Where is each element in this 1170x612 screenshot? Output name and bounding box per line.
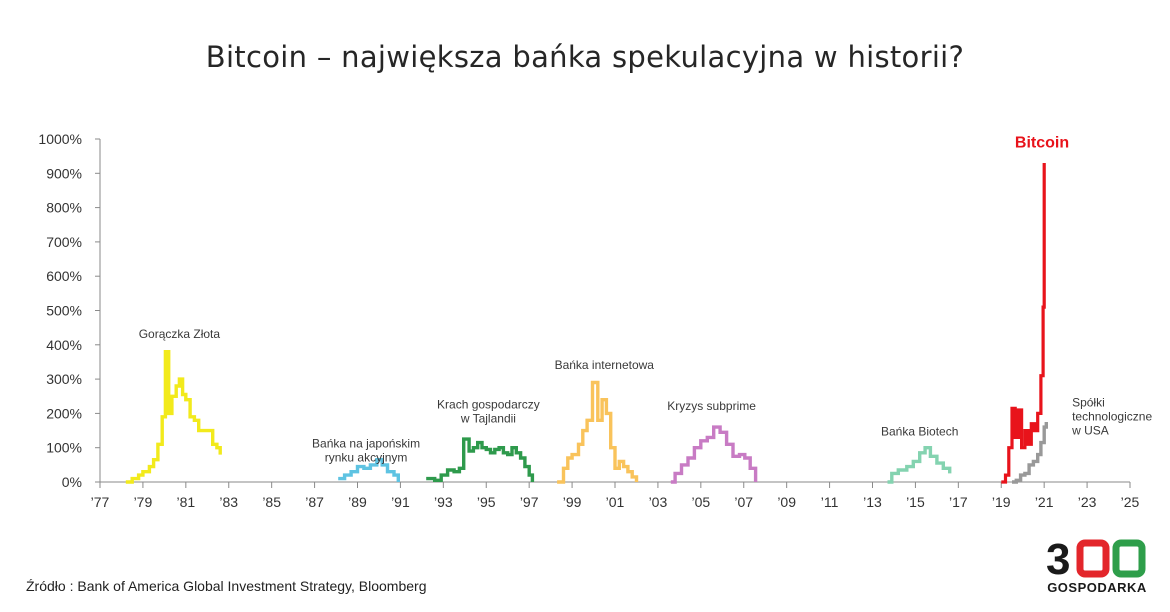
series-label-line: rynku akcyjnym <box>325 451 408 465</box>
y-tick-label: 400% <box>46 337 82 353</box>
source-note: Źródło : Bank of America Global Investme… <box>26 578 427 594</box>
y-tick-label: 700% <box>46 234 82 250</box>
x-tick-label: ’07 <box>734 494 753 510</box>
x-tick-label: ’95 <box>477 494 496 510</box>
x-tick-label: ’93 <box>434 494 453 510</box>
y-tick-label: 100% <box>46 440 82 456</box>
x-tick-label: ’23 <box>1078 494 1097 510</box>
series-label-line: Bańka na japońskim <box>312 437 420 451</box>
x-tick-label: ’77 <box>91 494 110 510</box>
axes: 0% 100% 200% 300% 400% 500% 600% 700% 800% 900% 10… <box>38 131 1139 510</box>
series-line-2 <box>426 437 535 482</box>
series-label-7: Bitcoin <box>1015 135 1069 152</box>
logo-300-gospodarka: 3 GOSPODARKA <box>1046 536 1150 598</box>
y-tick-label: 600% <box>46 268 82 284</box>
y-tick-label: 500% <box>46 303 82 319</box>
x-tick-label: ’15 <box>906 494 925 510</box>
series-label-line: Krach gospodarczy <box>437 397 540 411</box>
x-tick-label: ’17 <box>949 494 968 510</box>
x-tick-label: ’91 <box>391 494 410 510</box>
series-line-4 <box>670 425 758 484</box>
series-line-5 <box>887 446 952 484</box>
x-tick-label: ’97 <box>520 494 539 510</box>
series-label-0: Gorączka Złota <box>139 327 221 341</box>
series-line-0 <box>125 350 222 484</box>
page-title: Bitcoin – największa bańka spekulacyjna … <box>205 40 965 74</box>
x-tick-label: ’05 <box>691 494 710 510</box>
logo-digit-0-red <box>1076 539 1110 578</box>
x-tick-label: ’01 <box>606 494 625 510</box>
series-labels: Gorączka Złota Bańka na japońskim rynku ak… <box>139 135 1153 465</box>
logo-mark: 3 <box>1046 536 1146 580</box>
series-line-7 <box>1001 163 1046 484</box>
y-tick-label: 900% <box>46 165 82 181</box>
series-line-6 <box>1012 422 1048 484</box>
logo-subtext: GOSPODARKA <box>1047 580 1147 595</box>
series-line-1 <box>338 458 400 482</box>
x-tick-label: ’83 <box>219 494 238 510</box>
logo-digit-3: 3 <box>1046 536 1070 580</box>
y-tick-label: 1000% <box>38 131 82 147</box>
x-tick-label: ’81 <box>176 494 195 510</box>
x-tick-label: ’99 <box>563 494 582 510</box>
x-tick-label: ’19 <box>992 494 1011 510</box>
series-label-line: Spółki <box>1072 396 1105 410</box>
x-tick-label: ’21 <box>1035 494 1054 510</box>
y-tick-label: 300% <box>46 371 82 387</box>
series-label-line: w USA <box>1071 424 1109 438</box>
x-tick-label: ’89 <box>348 494 367 510</box>
y-tick-label: 800% <box>46 200 82 216</box>
series-label-line: technologiczne <box>1072 410 1152 424</box>
y-tick-label: 0% <box>62 474 82 490</box>
series-label-5: Bańka Biotech <box>881 425 958 439</box>
x-tick-label: ’03 <box>649 494 668 510</box>
x-tick-label: ’25 <box>1121 494 1140 510</box>
series-label-1: Bańka na japońskim rynku akcyjnym <box>312 437 420 465</box>
x-tick-label: ’79 <box>134 494 153 510</box>
series-lines <box>125 163 1048 484</box>
x-tick-label: ’85 <box>262 494 281 510</box>
logo-digit-0-green <box>1112 539 1146 578</box>
series-label-4: Kryzys subprime <box>667 399 756 413</box>
x-tick-label: ’11 <box>821 494 839 510</box>
series-label-3: Bańka internetowa <box>555 358 655 372</box>
x-tick-label: ’87 <box>305 494 324 510</box>
series-label-line: w Tajlandii <box>460 411 516 425</box>
series-label-2: Krach gospodarczy w Tajlandii <box>437 397 540 425</box>
series-line-3 <box>557 380 639 484</box>
y-tick-label: 200% <box>46 405 82 421</box>
x-tick-label: ’13 <box>863 494 882 510</box>
x-tick-label: ’09 <box>777 494 796 510</box>
series-label-6: Spółki technologiczne w USA <box>1071 396 1152 438</box>
